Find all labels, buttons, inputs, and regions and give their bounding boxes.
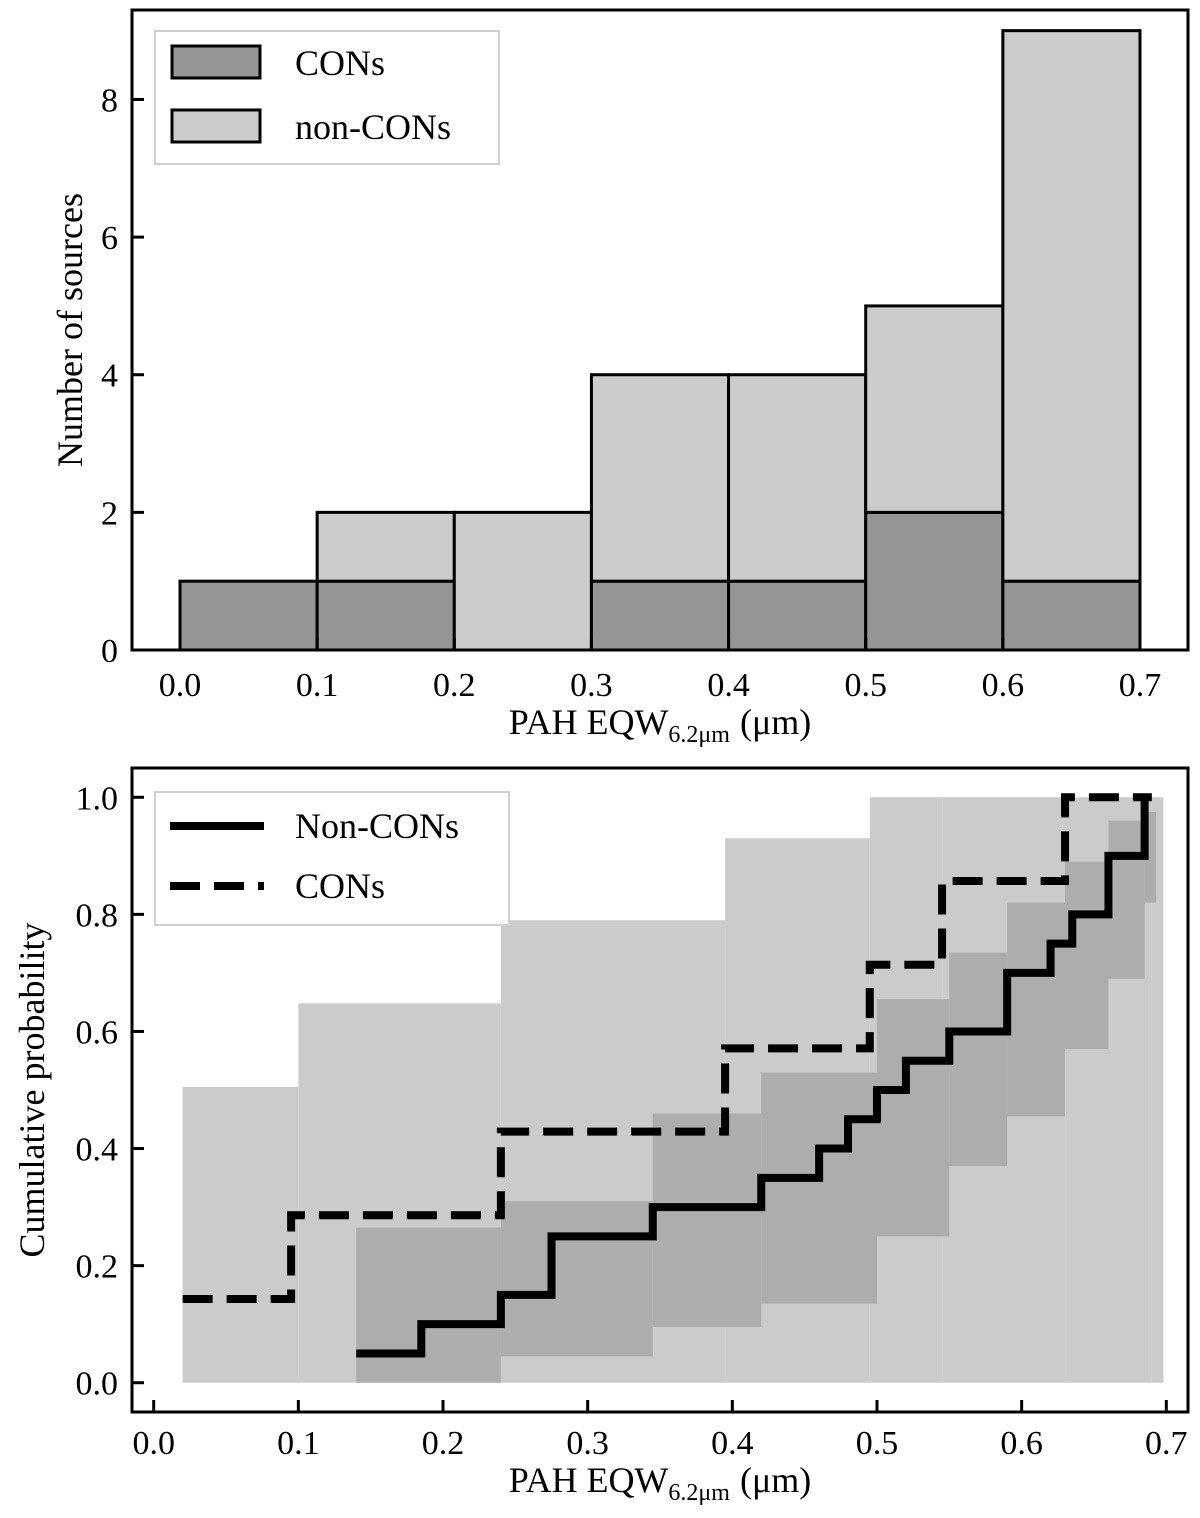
x-tick-label: 0.7 bbox=[1119, 667, 1162, 704]
bar-cons-bin-6 bbox=[1001, 579, 1142, 652]
legend-swatch-cons bbox=[170, 44, 262, 80]
bar-non-cons-bin-3 bbox=[589, 373, 731, 583]
y-tick-label: 4 bbox=[101, 358, 118, 395]
bar-cons-bin-3 bbox=[589, 579, 731, 652]
cons-cumulative-line bbox=[182, 793, 1152, 1304]
y-tick-label: 6 bbox=[101, 220, 118, 257]
cumulative-legend: Non-CONs CONs bbox=[154, 791, 510, 926]
x-tick-label: 0.5 bbox=[844, 667, 887, 704]
histogram-legend: CONs non-CONs bbox=[154, 30, 500, 165]
histogram-ticks bbox=[132, 97, 1142, 652]
y-tick-label: 0.6 bbox=[76, 1014, 119, 1051]
Non-CONs-band-segment bbox=[500, 1201, 653, 1357]
histogram-x-axis-label: PAH EQW6.2μm (μm) bbox=[509, 702, 812, 748]
histogram-bars bbox=[178, 29, 1142, 652]
x-tick-label: 0.3 bbox=[566, 1425, 609, 1462]
CONs-band-segment bbox=[182, 1087, 299, 1383]
bar-non-cons-bin-1 bbox=[315, 510, 456, 583]
y-tick-label: 1.0 bbox=[76, 780, 119, 817]
bar-cons-bin-1 bbox=[315, 579, 456, 652]
x-tick-label: 0.4 bbox=[711, 1425, 754, 1462]
y-tick-label: 0.8 bbox=[76, 897, 119, 934]
bar-cons-bin-0 bbox=[178, 579, 319, 652]
Non-CONs-band-segment bbox=[1007, 902, 1066, 1117]
legend-swatch-non-cons bbox=[170, 108, 262, 144]
cumulative-y-axis-label: Cumulative probability bbox=[12, 923, 52, 1258]
CONs-band-segment bbox=[1151, 797, 1164, 1383]
Non-CONs-band-segment bbox=[1144, 811, 1157, 903]
legend-label-non-cons: non-CONs bbox=[295, 107, 451, 147]
x-tick-label: 0.6 bbox=[982, 667, 1025, 704]
x-tick-label: 0.6 bbox=[1000, 1425, 1043, 1462]
x-tick-label: 0.7 bbox=[1145, 1425, 1188, 1462]
Non-CONs-band-segment bbox=[949, 952, 1008, 1167]
Non-CONs-band-segment bbox=[761, 1072, 877, 1304]
cumulative-confidence-bands bbox=[182, 797, 1164, 1383]
y-tick-label: 0.0 bbox=[76, 1366, 119, 1403]
bar-non-cons-bin-6 bbox=[1001, 29, 1142, 583]
bar-non-cons-bin-4 bbox=[727, 373, 868, 583]
cumulative-legend-box bbox=[154, 791, 510, 926]
cumulative-step-lines bbox=[182, 793, 1152, 1358]
x-tick-label: 0.2 bbox=[433, 667, 476, 704]
y-tick-label: 2 bbox=[101, 495, 118, 532]
y-tick-label: 8 bbox=[101, 82, 118, 119]
cumulative-ticks bbox=[132, 795, 1168, 1412]
bar-cons-bin-4 bbox=[727, 579, 868, 652]
x-tick-label: 0.0 bbox=[132, 1425, 175, 1462]
cumulative-panel: 0.0 0.1 0.2 0.3 0.4 0.5 0.6 0.7 0.0 0.2 0.4 0.6 0.8 1… bbox=[12, 766, 1190, 1506]
bar-non-cons-bin-5 bbox=[864, 304, 1005, 514]
histogram-tick-labels: 0.0 0.1 0.2 0.3 0.4 0.5 0.6 0.7 0 2 4 6 8 bbox=[101, 82, 1161, 704]
non-cons-cumulative-line bbox=[356, 797, 1149, 1358]
Non-CONs-band-segment bbox=[652, 1113, 762, 1328]
legend-label-non-cons-line: Non-CONs bbox=[295, 806, 459, 846]
x-tick-label: 0.2 bbox=[422, 1425, 465, 1462]
Non-CONs-band-segment bbox=[356, 1227, 501, 1383]
Non-CONs-band-segment bbox=[1108, 820, 1145, 979]
cumulative-plot-frame bbox=[130, 766, 1190, 1414]
histogram-plot-frame bbox=[130, 8, 1190, 652]
x-tick-label: 0.1 bbox=[277, 1425, 320, 1462]
bar-non-cons-bin-2 bbox=[452, 510, 593, 652]
cumulative-tick-labels: 0.0 0.1 0.2 0.3 0.4 0.5 0.6 0.7 0.0 0.2 0.4 0.6 0.8 1… bbox=[76, 780, 1188, 1462]
y-tick-label: 0.2 bbox=[76, 1249, 119, 1286]
bar-cons-bin-5 bbox=[864, 510, 1005, 652]
x-tick-label: 0.1 bbox=[296, 667, 339, 704]
x-tick-label: 0.4 bbox=[707, 667, 750, 704]
x-tick-label: 0.5 bbox=[856, 1425, 899, 1462]
cumulative-x-axis-label: PAH EQW6.2μm (μm) bbox=[509, 1460, 812, 1506]
Non-CONs-band-segment bbox=[1065, 861, 1109, 1050]
y-tick-label: 0.4 bbox=[76, 1132, 119, 1169]
legend-label-cons-line: CONs bbox=[295, 866, 385, 906]
Non-CONs-band-segment bbox=[876, 999, 950, 1237]
legend-label-cons: CONs bbox=[295, 43, 385, 83]
x-tick-label: 0.3 bbox=[570, 667, 613, 704]
x-tick-label: 0.0 bbox=[159, 667, 202, 704]
histogram-panel: 0.0 0.1 0.2 0.3 0.4 0.5 0.6 0.7 0 2 4 6 8 PAH EQW6.2… bbox=[50, 8, 1190, 748]
histogram-y-axis-label: Number of sources bbox=[50, 193, 90, 467]
y-tick-label: 0 bbox=[101, 633, 118, 670]
